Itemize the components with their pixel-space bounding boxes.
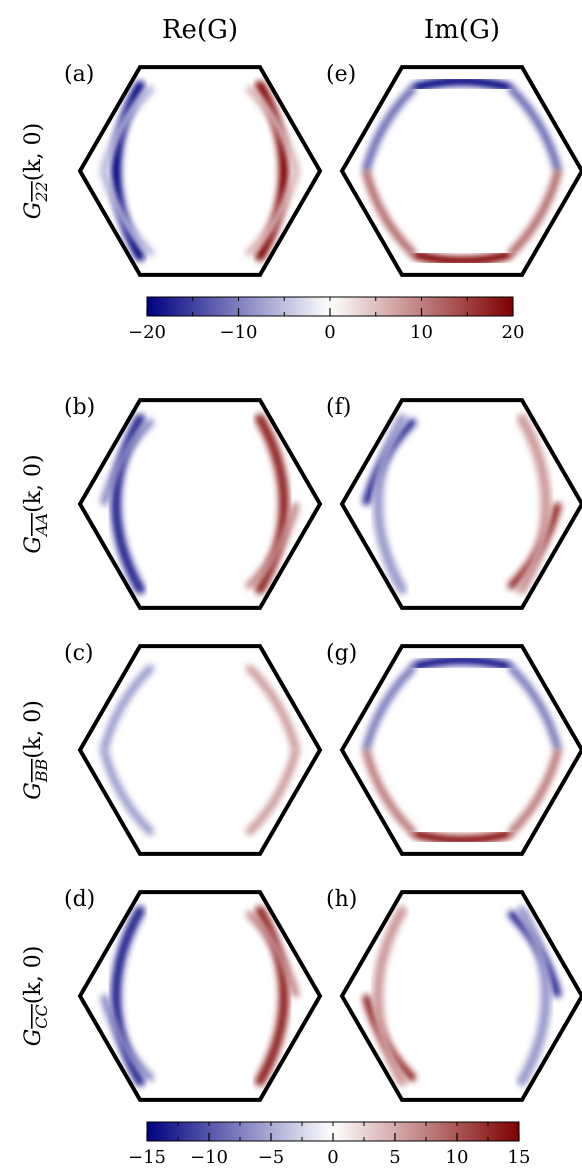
colorbar-tick-label: −15 — [128, 1147, 166, 1168]
row-label: GBB(k, 0) — [21, 700, 51, 800]
panel-label: (f) — [326, 395, 351, 420]
band-lower-right — [507, 748, 562, 836]
colorbar-tick-label: 0 — [327, 1147, 338, 1168]
column-title-re: Re(G) — [162, 15, 238, 45]
panel-label: (d) — [64, 887, 95, 912]
panel-b: (b) — [64, 395, 323, 610]
panel-label: (b) — [64, 395, 95, 420]
panel-label: (e) — [326, 62, 356, 87]
band-lower-right — [245, 169, 300, 257]
band-upper-left — [100, 418, 155, 506]
band-lower-right — [245, 502, 300, 590]
band-upper-left — [100, 664, 155, 752]
band-right — [517, 905, 551, 1087]
band-upper-left — [362, 664, 417, 752]
band-lower-left — [362, 169, 417, 257]
column-title-im: Im(G) — [424, 15, 500, 45]
svg-text:G22(k, 0): G22(k, 0) — [21, 123, 51, 219]
panel-g: (g) — [326, 641, 582, 856]
band-upper-right — [507, 664, 562, 752]
colorbar-tick-label: −20 — [128, 322, 166, 343]
panel-d: (d) — [64, 887, 323, 1102]
panel-e: (e) — [326, 62, 582, 277]
colorbar-tick-label: 5 — [389, 1147, 400, 1168]
band-left — [111, 905, 145, 1087]
band-left — [111, 413, 145, 595]
panel-f: (f) — [326, 395, 582, 610]
band-upper-right — [507, 85, 562, 173]
colorbar-tick-label: 20 — [502, 322, 525, 343]
band-lower-left — [100, 994, 155, 1082]
brillouin-zone-outline — [77, 890, 323, 1102]
svg-text:GBB(k, 0): GBB(k, 0) — [21, 700, 51, 800]
band-upper-right — [245, 85, 300, 173]
band-upper-right — [245, 910, 300, 998]
band-right — [517, 413, 551, 595]
colorbar-tick-label: 15 — [508, 1147, 531, 1168]
brillouin-zone-outline — [77, 398, 323, 610]
band-right — [255, 905, 289, 1087]
band-upper-right — [245, 664, 300, 752]
band-upper-left — [100, 85, 155, 173]
band-lower-left — [362, 748, 417, 836]
colorbar-tick-label: 10 — [446, 1147, 469, 1168]
colorbar-tick-label: 0 — [324, 322, 335, 343]
panel-label: (a) — [64, 62, 94, 87]
band-right — [255, 80, 289, 262]
brillouin-zone-outline — [339, 890, 582, 1102]
brillouin-zone-outline — [339, 644, 582, 856]
band-left — [111, 80, 145, 262]
brillouin-zone-outline — [77, 65, 323, 277]
band-bottom — [411, 829, 513, 845]
row-label: GAA(k, 0) — [21, 454, 51, 553]
brillouin-zone-outline — [339, 398, 582, 610]
band-top — [411, 655, 513, 671]
row-label: GCC(k, 0) — [21, 946, 51, 1047]
band-top — [411, 76, 513, 92]
panel-h: (h) — [326, 887, 582, 1102]
colorbar-tick-label: 10 — [410, 322, 433, 343]
brillouin-zone-outline — [77, 644, 323, 856]
band-upper-left — [362, 85, 417, 173]
band-lower-left — [100, 748, 155, 836]
band-left — [373, 413, 407, 595]
band-left — [373, 905, 407, 1087]
colorbar-tick-label: −10 — [190, 1147, 228, 1168]
panel-a: (a) — [64, 62, 323, 277]
band-lower-left — [100, 169, 155, 257]
colorbar-2: −15 −10 −5 0 5 10 15 — [128, 1121, 531, 1168]
band-bottom — [411, 250, 513, 266]
row-label: G22(k, 0) — [21, 123, 51, 219]
colorbar-tick-label: −10 — [220, 322, 258, 343]
band-lower-right — [507, 169, 562, 257]
band-right — [255, 413, 289, 595]
panel-label: (c) — [64, 641, 94, 666]
panel-label: (h) — [326, 887, 357, 912]
colorbar-1: −20 −10 0 10 20 — [128, 296, 525, 343]
svg-text:GAA(k, 0): GAA(k, 0) — [21, 454, 51, 553]
band-lower-right — [245, 748, 300, 836]
brillouin-zone-outline — [339, 65, 582, 277]
panel-label: (g) — [326, 641, 357, 666]
colorbar-tick-label: −5 — [258, 1147, 285, 1168]
panel-c: (c) — [64, 641, 323, 856]
svg-text:GCC(k, 0): GCC(k, 0) — [21, 946, 51, 1047]
